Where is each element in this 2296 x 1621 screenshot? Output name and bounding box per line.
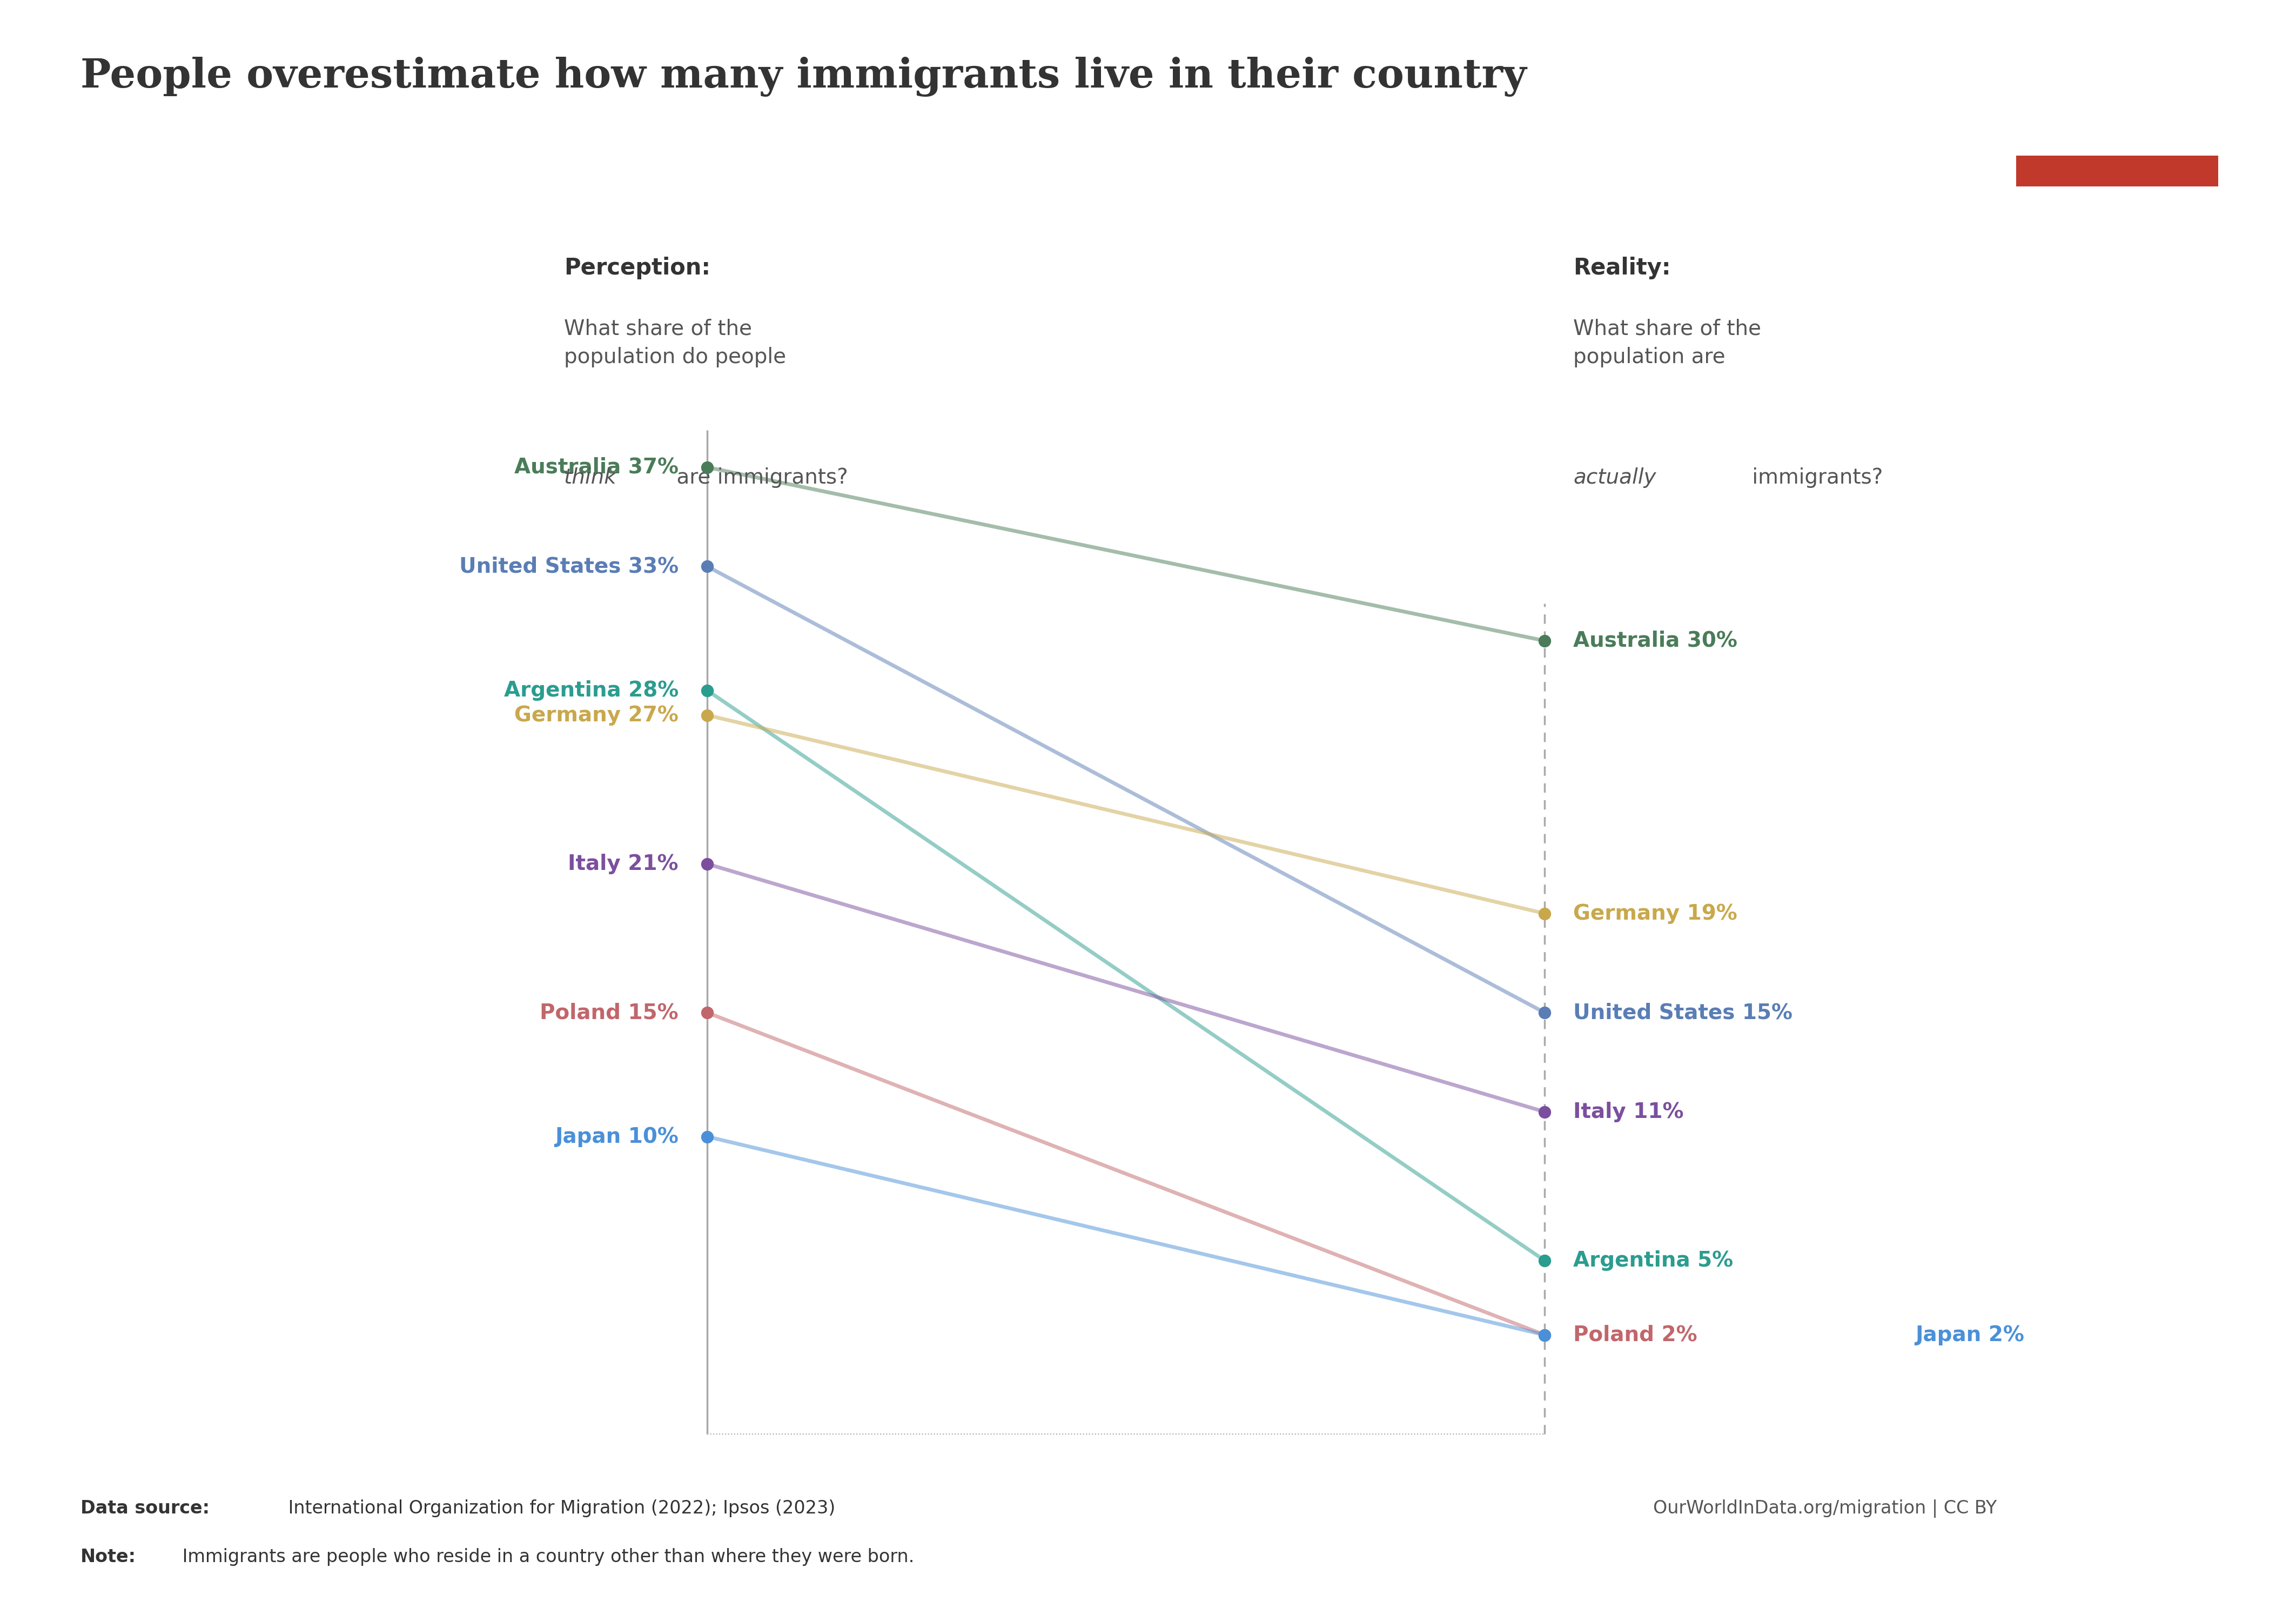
Text: Germany 27%: Germany 27%: [514, 705, 680, 726]
Point: [1527, 627, 1564, 653]
Text: Australia 37%: Australia 37%: [514, 457, 680, 478]
Text: Data source:: Data source:: [80, 1499, 209, 1517]
Point: [689, 454, 726, 480]
Point: [689, 851, 726, 877]
Text: United States 15%: United States 15%: [1573, 1002, 1793, 1023]
Point: [1527, 1000, 1564, 1026]
Text: Australia 30%: Australia 30%: [1573, 631, 1738, 652]
Text: Argentina 28%: Argentina 28%: [503, 681, 680, 700]
Text: Italy 11%: Italy 11%: [1573, 1102, 1683, 1122]
Point: [689, 1000, 726, 1026]
Text: Immigrants are people who reside in a country other than where they were born.: Immigrants are people who reside in a co…: [177, 1548, 914, 1566]
Text: Note:: Note:: [80, 1548, 135, 1566]
Point: [1527, 1248, 1564, 1274]
Text: Poland 15%: Poland 15%: [540, 1002, 680, 1023]
Point: [689, 553, 726, 579]
Text: What share of the
population do people: What share of the population do people: [565, 318, 785, 396]
Text: Germany 19%: Germany 19%: [1573, 903, 1738, 924]
Text: Japan 2%: Japan 2%: [1915, 1324, 2025, 1345]
Text: actually: actually: [1573, 467, 1655, 488]
Point: [689, 702, 726, 728]
Text: are immigrants?: are immigrants?: [670, 467, 847, 488]
Text: immigrants?: immigrants?: [1745, 467, 1883, 488]
Text: Reality:: Reality:: [1573, 256, 1671, 279]
Text: Poland 2%: Poland 2%: [1573, 1324, 1697, 1345]
Text: Japan 10%: Japan 10%: [556, 1127, 680, 1148]
Text: Our World
in Data: Our World in Data: [2076, 75, 2158, 107]
Text: International Organization for Migration (2022); Ipsos (2023): International Organization for Migration…: [282, 1499, 836, 1517]
Point: [1527, 1099, 1564, 1125]
Text: United States 33%: United States 33%: [459, 556, 680, 577]
Text: Perception:: Perception:: [565, 256, 709, 279]
FancyBboxPatch shape: [2016, 156, 2218, 186]
Point: [689, 1123, 726, 1149]
Text: Argentina 5%: Argentina 5%: [1573, 1250, 1733, 1271]
Text: People overestimate how many immigrants live in their country: People overestimate how many immigrants …: [80, 57, 1527, 97]
Point: [689, 678, 726, 704]
Text: think: think: [565, 467, 618, 488]
Text: What share of the
population are: What share of the population are: [1573, 318, 1761, 396]
Text: OurWorldInData.org/migration | CC BY: OurWorldInData.org/migration | CC BY: [1653, 1499, 1998, 1517]
Point: [1527, 1323, 1564, 1349]
Point: [1527, 1323, 1564, 1349]
Text: Italy 21%: Italy 21%: [567, 854, 680, 874]
Point: [1527, 901, 1564, 927]
